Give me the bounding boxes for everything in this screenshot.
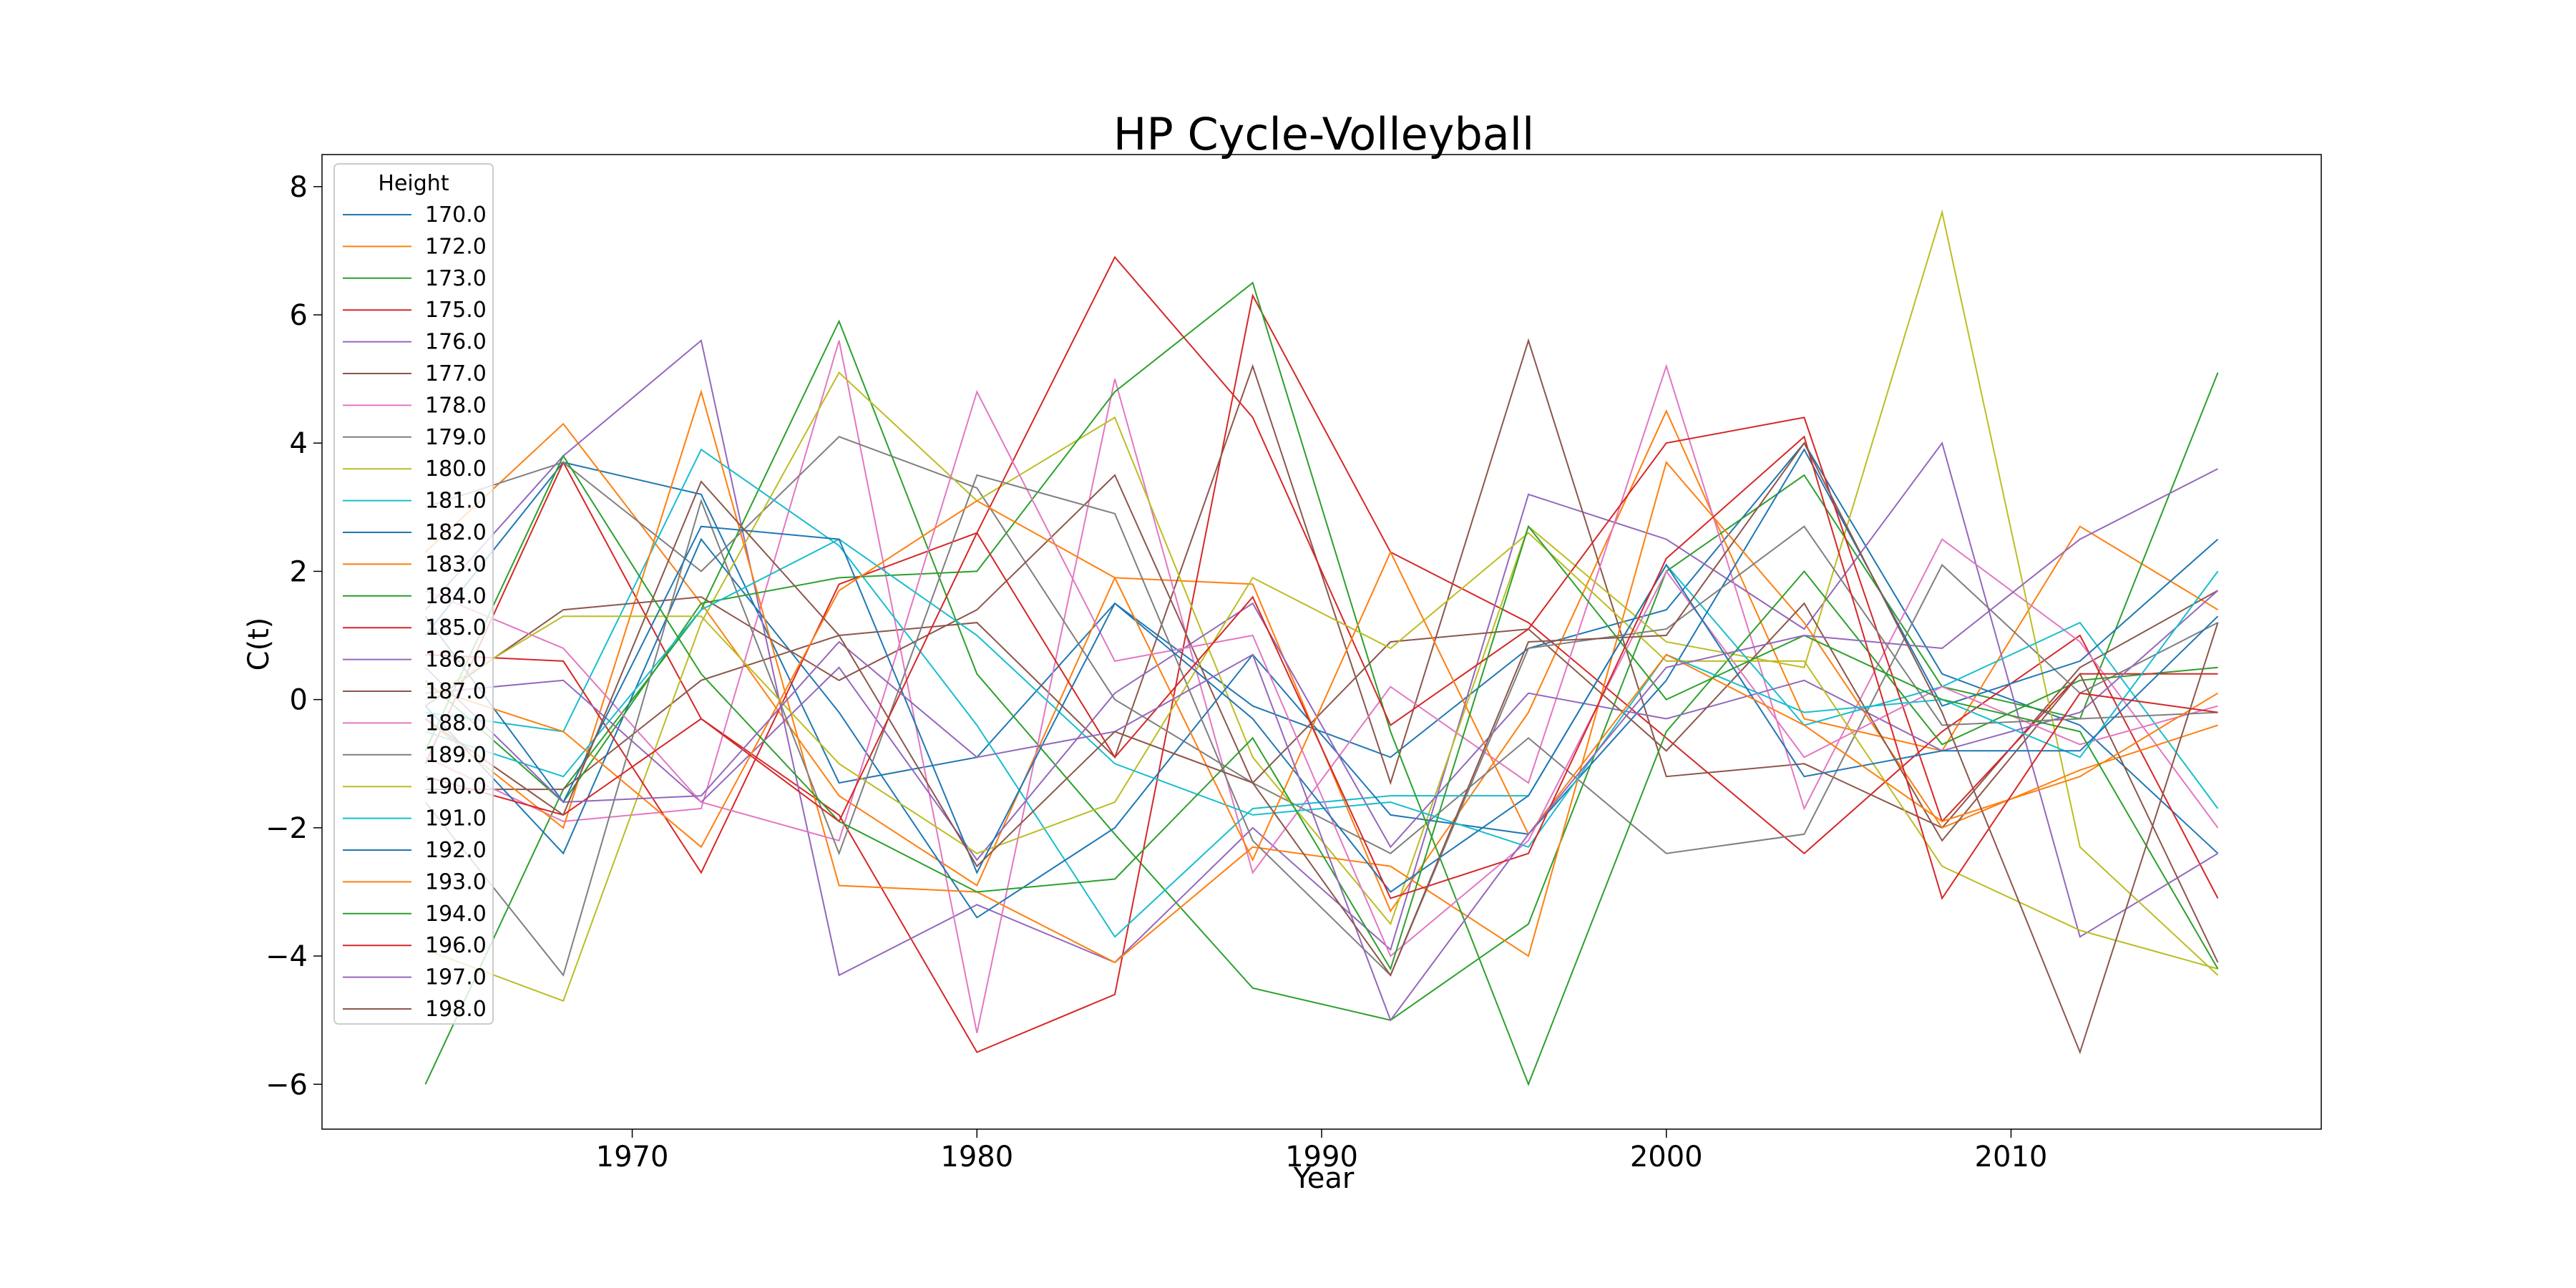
y-tick-label: 6 <box>290 299 308 332</box>
x-tick-label: 2010 <box>1975 1141 2048 1174</box>
legend-label: 182.0 <box>425 520 487 545</box>
series-line-176-0 <box>424 339 2219 977</box>
series-line-180-0 <box>425 209 2219 1002</box>
legend-item: 189.0 <box>343 743 487 768</box>
series-line-189-0 <box>424 474 2218 977</box>
legend-label: 177.0 <box>425 361 487 386</box>
legend-label: 186.0 <box>425 648 487 673</box>
legend-label: 178.0 <box>425 393 487 418</box>
legend-item: 183.0 <box>343 552 487 577</box>
series-line-178-0 <box>425 340 2219 1033</box>
legend-label: 190.0 <box>425 774 487 799</box>
series-line-173-0 <box>424 319 2219 1085</box>
legend-item: 191.0 <box>343 806 487 831</box>
legend: Height 170.0 172.0 173.0 175.0 176.0 177.0 178… <box>333 163 494 1025</box>
legend-item: 196.0 <box>343 933 487 958</box>
legend-label: 194.0 <box>425 902 487 927</box>
legend-item: 173.0 <box>343 266 487 291</box>
legend-title: Height <box>378 171 449 196</box>
legend-label: 188.0 <box>425 711 487 736</box>
y-tick-label: −2 <box>265 812 308 845</box>
legend-item: 197.0 <box>343 965 487 990</box>
series-line-175-0 <box>424 293 2219 1053</box>
series-line-177-0 <box>425 338 2218 829</box>
legend-label: 185.0 <box>425 615 487 640</box>
series-line-198-0 <box>424 441 2219 1055</box>
legend-item: 179.0 <box>343 425 487 450</box>
legend-item: 187.0 <box>343 679 487 704</box>
series-line-194-0 <box>424 454 2219 971</box>
series-line-187-0 <box>424 474 2219 963</box>
series-line-192-0 <box>424 525 2219 893</box>
series-line-184-0 <box>424 281 2218 1087</box>
x-tick-label: 1990 <box>1285 1141 1358 1174</box>
y-tick-label: −6 <box>265 1068 308 1101</box>
legend-label: 196.0 <box>425 933 487 958</box>
plot-lines <box>424 209 2219 1087</box>
legend-item: 178.0 <box>343 393 487 418</box>
legend-label: 179.0 <box>425 425 487 450</box>
series-line-182-0 <box>424 448 2219 919</box>
x-tick-label: 2000 <box>1630 1141 1703 1174</box>
chart-title: HP Cycle-Volleyball <box>1113 108 1535 160</box>
legend-label: 191.0 <box>425 806 487 831</box>
legend-item: 184.0 <box>343 584 487 609</box>
legend-label: 184.0 <box>425 584 487 609</box>
legend-item: 190.0 <box>343 774 487 799</box>
legend-label: 183.0 <box>425 552 487 577</box>
legend-label: 193.0 <box>425 869 487 894</box>
legend-item: 181.0 <box>343 489 487 514</box>
legend-item: 172.0 <box>343 234 487 259</box>
x-tick-label: 1970 <box>596 1141 669 1174</box>
legend-item: 188.0 <box>343 711 487 736</box>
legend-label: 180.0 <box>425 457 487 482</box>
series-line-170-0 <box>424 441 2219 854</box>
legend-label: 198.0 <box>425 997 487 1022</box>
legend-item: 194.0 <box>343 902 487 927</box>
legend-label: 175.0 <box>425 298 487 323</box>
series-line-193-0 <box>425 499 2219 862</box>
legend-item: 182.0 <box>343 520 487 545</box>
legend-item: 176.0 <box>343 330 487 355</box>
legend-item: 185.0 <box>343 615 487 640</box>
y-axis: −6 −4 −2 0 2 4 6 8 <box>265 171 322 1101</box>
legend-label: 189.0 <box>425 743 487 768</box>
series-line-191-0 <box>425 538 2219 848</box>
legend-label: 181.0 <box>425 489 487 514</box>
legend-label: 170.0 <box>425 203 487 228</box>
x-axis-label: Year <box>1293 1162 1355 1195</box>
legend-item: 198.0 <box>343 997 487 1022</box>
legend-item: 180.0 <box>343 457 487 482</box>
series-line-185-0 <box>425 255 2218 874</box>
legend-item: 175.0 <box>343 298 487 323</box>
series-line-183-0 <box>424 389 2218 964</box>
y-tick-label: 2 <box>290 555 308 588</box>
legend-label: 187.0 <box>425 679 487 704</box>
x-axis: 1970 1980 1990 2000 2010 <box>596 1129 2048 1174</box>
legend-label: 176.0 <box>425 330 487 355</box>
series-line-197-0 <box>424 468 2218 1022</box>
legend-item: 170.0 <box>343 203 487 228</box>
legend-item: 186.0 <box>343 648 487 673</box>
series-line-190-0 <box>424 532 2218 970</box>
y-tick-label: 0 <box>290 684 308 717</box>
series-line-188-0 <box>425 389 2218 957</box>
legend-item: 177.0 <box>343 361 487 386</box>
legend-label: 173.0 <box>425 266 487 291</box>
y-tick-label: 8 <box>290 171 308 204</box>
legend-item: 192.0 <box>343 838 487 863</box>
series-line-196-0 <box>425 435 2218 900</box>
y-axis-label: C(t) <box>243 618 275 671</box>
y-tick-label: 4 <box>290 427 308 460</box>
legend-label: 197.0 <box>425 965 487 990</box>
legend-item: 193.0 <box>343 869 487 894</box>
series-line-179-0 <box>425 436 2218 854</box>
legend-box <box>333 163 494 1025</box>
legend-label: 172.0 <box>425 234 487 259</box>
legend-label: 192.0 <box>425 838 487 863</box>
y-tick-label: −4 <box>265 940 308 973</box>
series-line-186-0 <box>425 590 2219 862</box>
x-tick-label: 1980 <box>940 1141 1013 1174</box>
